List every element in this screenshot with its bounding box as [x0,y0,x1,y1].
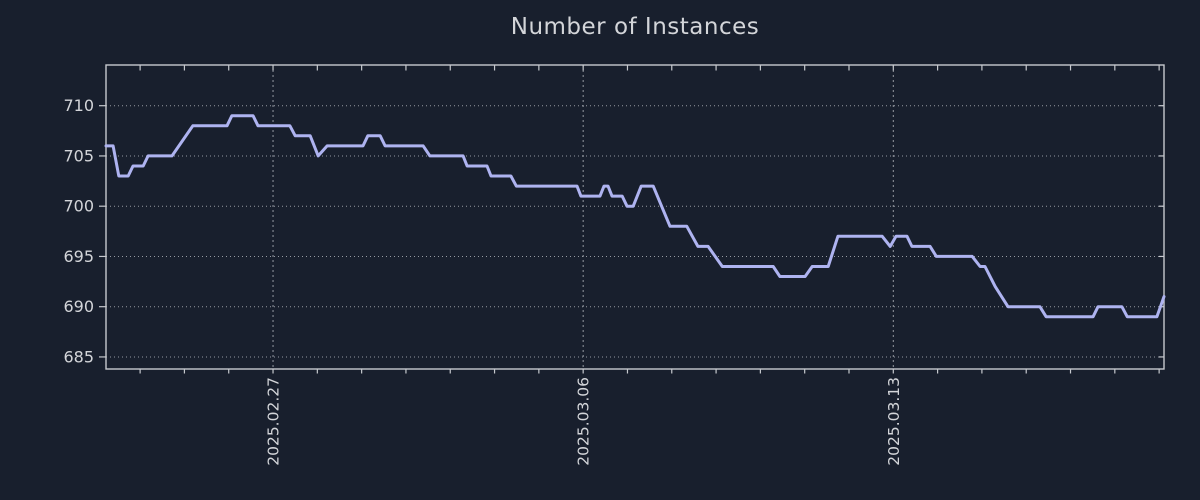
chart-title: Number of Instances [510,14,760,40]
y-tick-label: 700 [63,197,94,216]
y-tick-label: 685 [63,347,94,366]
series-line-instances [104,114,1166,319]
y-tick-label: 690 [63,297,94,316]
y-tick-label: 695 [63,247,94,266]
y-tick-label: 705 [63,146,94,165]
y-tick-label: 710 [63,96,94,115]
plot-border [105,64,1165,370]
x-tick-label: 2025.03.06 [575,377,593,466]
x-tick-label: 2025.02.27 [265,377,283,466]
x-tick-label: 2025.03.13 [885,377,903,466]
